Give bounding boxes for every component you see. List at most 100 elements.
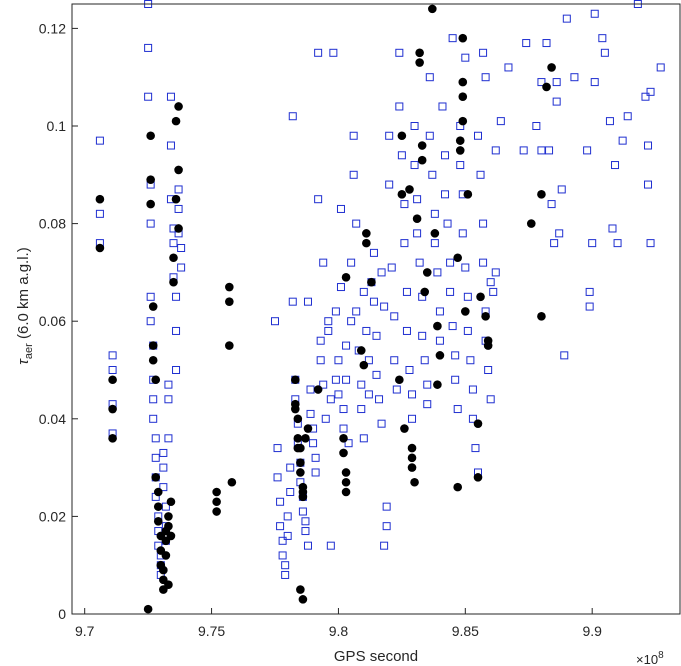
data-point-circle (537, 190, 546, 199)
data-point-circle (407, 453, 417, 463)
data-point-square (349, 170, 358, 179)
data-point-square (95, 209, 104, 218)
data-point-circle (430, 229, 440, 238)
data-point-square (369, 297, 378, 306)
data-point-circle (293, 434, 303, 443)
data-point-square (585, 302, 594, 311)
data-point-square (311, 468, 320, 477)
data-point-circle (339, 434, 348, 443)
data-point-circle (473, 419, 483, 428)
data-point-square (461, 53, 470, 62)
data-point-square (410, 122, 419, 130)
data-point-circle (428, 4, 437, 14)
data-point-circle (296, 458, 305, 468)
data-point-square (496, 117, 505, 126)
data-point-square (301, 517, 310, 526)
data-point-square (303, 297, 312, 306)
data-point-circle (458, 92, 468, 102)
x-tick-label: 9.8 (329, 623, 349, 639)
data-point-square (423, 380, 432, 389)
data-point-circle (164, 580, 173, 590)
data-point-square (306, 385, 315, 394)
y-tick-label: 0.04 (39, 411, 66, 427)
data-point-square (364, 356, 373, 365)
data-point-square (339, 424, 348, 433)
data-point-square (276, 522, 285, 531)
x-exponent-power: 8 (658, 650, 664, 661)
data-point-square (560, 351, 569, 360)
data-point-square (359, 434, 368, 443)
data-point-circle (407, 463, 417, 472)
data-point-circle (159, 565, 168, 575)
data-point-square (377, 268, 386, 277)
data-point-square (410, 161, 419, 170)
data-point-circle (293, 414, 303, 424)
data-point-square (303, 541, 312, 550)
data-point-square (402, 326, 411, 335)
data-point-square (489, 287, 498, 296)
data-point-square (309, 439, 318, 448)
data-point-square (461, 263, 470, 272)
data-point-square (532, 122, 541, 130)
data-point-circle (146, 199, 155, 209)
data-point-square (283, 531, 292, 540)
data-point-square (552, 78, 561, 87)
data-point-square (402, 287, 411, 296)
data-point-circle (473, 473, 483, 482)
data-point-square (108, 351, 117, 360)
data-point-square (430, 209, 439, 218)
data-point-square (466, 356, 475, 365)
data-point-circle (481, 312, 490, 321)
data-point-circle (301, 434, 310, 443)
data-point-circle (296, 443, 305, 453)
data-point-square (623, 112, 632, 121)
data-point-square (177, 244, 186, 252)
data-point-square (380, 541, 389, 550)
data-point-square (446, 258, 455, 267)
data-point-square (423, 400, 432, 409)
data-point-square (557, 185, 566, 194)
data-point-circle (461, 307, 470, 316)
data-point-square (562, 14, 571, 23)
data-point-circle (212, 497, 221, 507)
data-point-circle (359, 360, 369, 370)
data-point-circle (458, 77, 468, 87)
data-point-square (468, 385, 477, 394)
data-point-circle (400, 424, 409, 433)
data-point-circle (453, 482, 463, 492)
data-point-square (331, 307, 340, 316)
data-point-square (537, 146, 546, 155)
data-point-square (590, 9, 599, 18)
data-point-square (583, 146, 592, 155)
data-point-square (151, 434, 160, 443)
data-point-circle (151, 375, 161, 385)
data-point-square (311, 453, 320, 462)
data-point-square (334, 356, 343, 365)
data-point-square (451, 375, 460, 384)
data-point-square (146, 317, 155, 326)
data-point-square (144, 43, 153, 52)
data-point-square (357, 405, 366, 414)
data-point-circle (415, 58, 424, 67)
data-point-square (413, 195, 422, 204)
data-point-square (95, 136, 104, 145)
y-label-subscript: aer (23, 343, 35, 359)
data-point-square (471, 444, 480, 453)
data-point-square (618, 136, 627, 145)
data-point-circle (153, 516, 163, 526)
data-point-square (169, 239, 178, 248)
data-point-square (550, 239, 559, 248)
data-point-circle (174, 165, 183, 175)
data-point-square (164, 434, 173, 443)
data-point-square (400, 239, 409, 248)
data-point-square (377, 419, 386, 428)
data-point-square (443, 219, 452, 228)
data-point-circle (146, 175, 155, 184)
data-point-square (316, 336, 325, 345)
x-axis-label: GPS second (334, 648, 418, 665)
data-point-square (555, 229, 564, 238)
x-tick-label: 9.75 (198, 623, 225, 639)
data-point-circle (146, 131, 155, 141)
data-point-square (347, 317, 356, 326)
data-point-circle (95, 243, 105, 253)
